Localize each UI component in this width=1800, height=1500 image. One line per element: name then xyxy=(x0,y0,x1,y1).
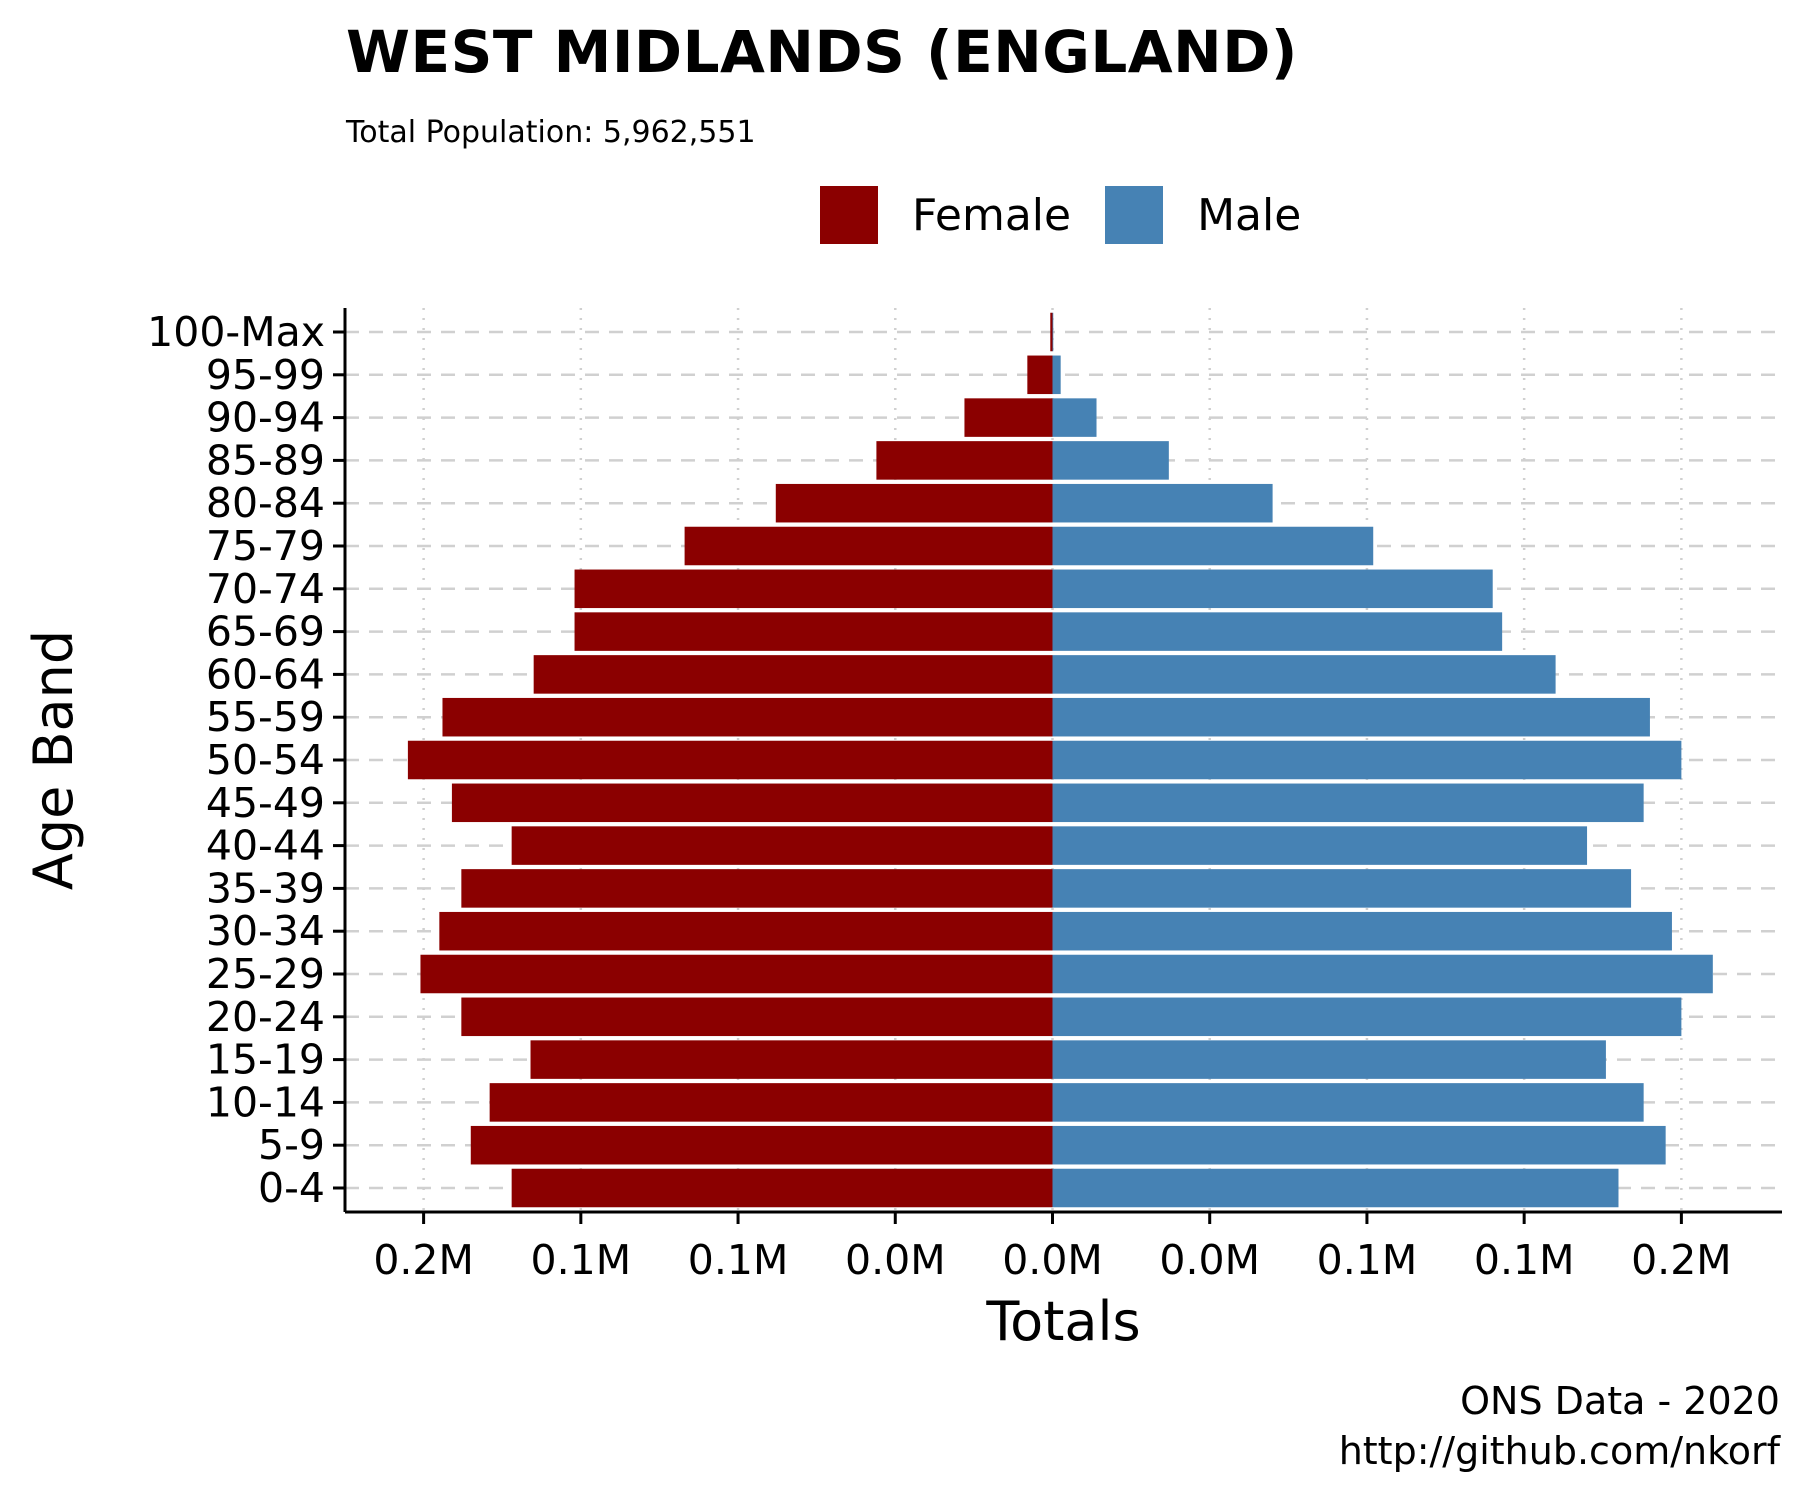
bar-male-70-74 xyxy=(1052,569,1493,609)
bar-female-80-84 xyxy=(775,483,1053,523)
x-tick-label: 0.1M xyxy=(688,1236,789,1284)
bar-female-10-14 xyxy=(489,1083,1053,1122)
bar-male-85-89 xyxy=(1052,441,1169,480)
y-tick-label: 55-59 xyxy=(206,693,325,741)
bar-male-30-34 xyxy=(1052,911,1672,951)
y-tick-label: 5-9 xyxy=(258,1121,325,1169)
bar-male-90-94 xyxy=(1052,398,1097,437)
y-tick-label: 75-79 xyxy=(206,522,325,570)
bar-male-10-14 xyxy=(1052,1083,1644,1122)
y-tick-label: 60-64 xyxy=(206,650,325,698)
x-tick-label: 0.1M xyxy=(531,1236,632,1284)
bar-male-80-84 xyxy=(1052,483,1273,523)
y-tick-label: 80-84 xyxy=(206,479,325,527)
legend-label-male: Male xyxy=(1197,189,1302,241)
bar-female-75-79 xyxy=(684,526,1053,566)
bar-female-45-49 xyxy=(451,783,1053,823)
bar-male-15-19 xyxy=(1052,1040,1606,1079)
y-tick-label: 65-69 xyxy=(206,608,325,656)
bar-female-70-74 xyxy=(574,569,1053,609)
y-tick-label: 45-49 xyxy=(206,779,325,827)
bar-female-50-54 xyxy=(407,740,1053,780)
x-axis-title: Totals xyxy=(985,1290,1140,1353)
x-tick-label: 0.2M xyxy=(373,1236,474,1284)
y-tick-label: 50-54 xyxy=(206,736,325,784)
bar-female-55-59 xyxy=(442,697,1053,737)
bar-male-5-9 xyxy=(1052,1125,1666,1165)
bar-male-35-39 xyxy=(1052,869,1632,908)
x-tick-label: 0.1M xyxy=(1474,1236,1575,1284)
legend-swatch-female xyxy=(820,186,878,244)
bar-female-100-Max xyxy=(1050,312,1053,352)
y-tick-label: 15-19 xyxy=(206,1036,325,1084)
bar-male-60-64 xyxy=(1052,655,1556,694)
legend: Female Male xyxy=(820,185,1335,245)
caption-url: http://github.com/nkorf xyxy=(1338,1429,1780,1473)
caption: ONS Data - 2020 http://github.com/nkorf xyxy=(1339,1376,1780,1476)
y-tick-label: 30-34 xyxy=(206,907,325,955)
bar-female-20-24 xyxy=(461,997,1053,1037)
legend-item-male: Male xyxy=(1105,186,1301,244)
y-tick-label: 40-44 xyxy=(206,822,325,870)
bar-female-65-69 xyxy=(574,612,1053,651)
bar-male-45-49 xyxy=(1052,783,1644,823)
x-tick-label: 0.0M xyxy=(1159,1236,1260,1284)
bar-male-75-79 xyxy=(1052,526,1374,566)
y-tick-label: 0-4 xyxy=(258,1164,325,1212)
bar-male-20-24 xyxy=(1052,997,1682,1037)
y-tick-label: 85-89 xyxy=(206,436,325,484)
y-tick-label: 90-94 xyxy=(206,394,325,442)
bar-male-100-Max xyxy=(1052,312,1054,352)
bar-male-0-4 xyxy=(1052,1168,1619,1208)
bar-female-95-99 xyxy=(1027,355,1053,395)
y-tick-label: 20-24 xyxy=(206,993,325,1041)
caption-source: ONS Data - 2020 xyxy=(1460,1379,1780,1423)
bar-male-55-59 xyxy=(1052,697,1650,737)
legend-label-female: Female xyxy=(912,189,1072,241)
bar-male-25-29 xyxy=(1052,954,1713,994)
bar-female-0-4 xyxy=(511,1168,1053,1208)
bar-female-30-34 xyxy=(439,911,1053,951)
bar-female-60-64 xyxy=(533,655,1053,694)
x-tick-label: 0.1M xyxy=(1317,1236,1418,1284)
bar-male-95-99 xyxy=(1052,355,1061,395)
y-tick-label: 95-99 xyxy=(206,351,325,399)
bar-female-35-39 xyxy=(461,869,1053,908)
bar-female-15-19 xyxy=(530,1040,1053,1079)
legend-swatch-male xyxy=(1105,186,1164,244)
x-tick-label: 0.0M xyxy=(1002,1236,1103,1284)
y-tick-label: 70-74 xyxy=(206,565,325,613)
bar-female-85-89 xyxy=(876,441,1053,480)
legend-item-female: Female xyxy=(820,186,1071,244)
bar-female-90-94 xyxy=(964,398,1053,437)
bar-male-40-44 xyxy=(1052,826,1588,865)
chart-subtitle: Total Population: 5,962,551 xyxy=(346,115,756,150)
y-tick-label: 10-14 xyxy=(206,1078,325,1126)
bar-female-40-44 xyxy=(511,826,1053,865)
bar-male-65-69 xyxy=(1052,612,1503,651)
bar-male-50-54 xyxy=(1052,740,1682,780)
y-tick-label: 100-Max xyxy=(147,308,325,356)
x-tick-label: 0.2M xyxy=(1631,1236,1732,1284)
y-tick-label: 25-29 xyxy=(206,950,325,998)
chart-title: WEST MIDLANDS (ENGLAND) xyxy=(346,18,1298,86)
x-tick-label: 0.0M xyxy=(845,1236,946,1284)
y-axis-title: Age Band xyxy=(22,630,85,890)
bar-female-5-9 xyxy=(470,1125,1053,1165)
y-tick-label: 35-39 xyxy=(206,864,325,912)
bar-female-25-29 xyxy=(420,954,1053,994)
